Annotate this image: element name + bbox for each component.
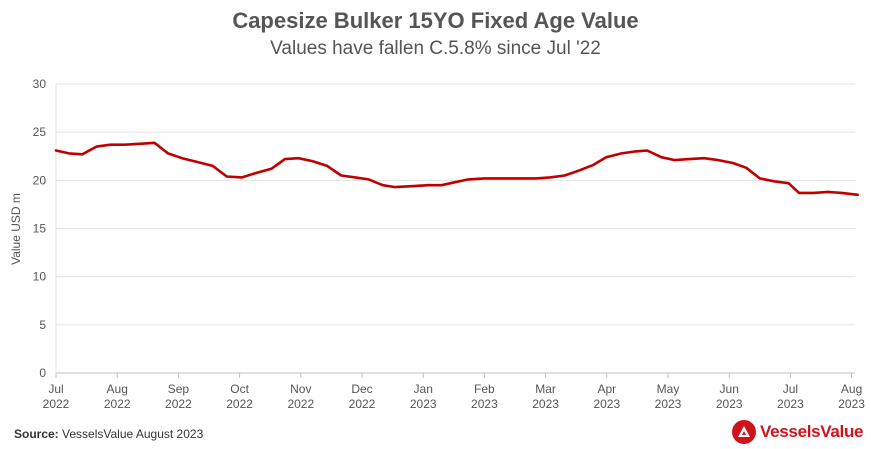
source-note: Source: VesselsValue August 2023: [14, 427, 203, 441]
y-tick-label: 0: [39, 366, 46, 380]
chart-subtitle: Values have fallen C.5.8% since Jul '22: [270, 38, 601, 59]
y-tick-label: 10: [33, 270, 47, 284]
y-tick-label: 30: [33, 77, 47, 91]
chart-title: Capesize Bulker 15YO Fixed Age Value: [232, 8, 639, 33]
x-tick-label: Aug 2023: [838, 382, 865, 411]
x-tick-label: Dec 2022: [349, 382, 376, 411]
y-tick-label: 20: [33, 173, 47, 187]
brand-logo: VesselsValue: [732, 418, 864, 446]
x-tick-label: Jun 2023: [716, 382, 743, 411]
x-tick-label: Jul 2023: [777, 382, 804, 411]
x-tick-label: Sep 2022: [165, 382, 192, 411]
x-tick-label: Mar 2023: [532, 382, 559, 411]
x-tick-label: Oct 2022: [226, 382, 253, 411]
x-tick-label: Jan 2023: [410, 382, 437, 411]
y-tick-label: 25: [33, 125, 47, 139]
brand-name: VesselsValue: [760, 422, 864, 441]
logo-triangle-icon: [732, 420, 756, 444]
x-tick-label: Apr 2023: [593, 382, 620, 411]
x-tick-label: May 2023: [655, 382, 682, 411]
x-tick-label: Aug 2022: [104, 382, 131, 411]
x-tick-label: Jul 2022: [43, 382, 70, 411]
series-line: [54, 141, 859, 197]
y-tick-label: 15: [33, 222, 47, 236]
source-label: Source:: [14, 427, 59, 441]
x-tick-label: Feb 2023: [471, 382, 498, 411]
y-tick-label: 5: [39, 318, 46, 332]
source-text: VesselsValue August 2023: [62, 427, 204, 441]
x-tick-label: Nov 2022: [287, 382, 314, 411]
y-axis-label: Value USD m: [9, 193, 23, 265]
